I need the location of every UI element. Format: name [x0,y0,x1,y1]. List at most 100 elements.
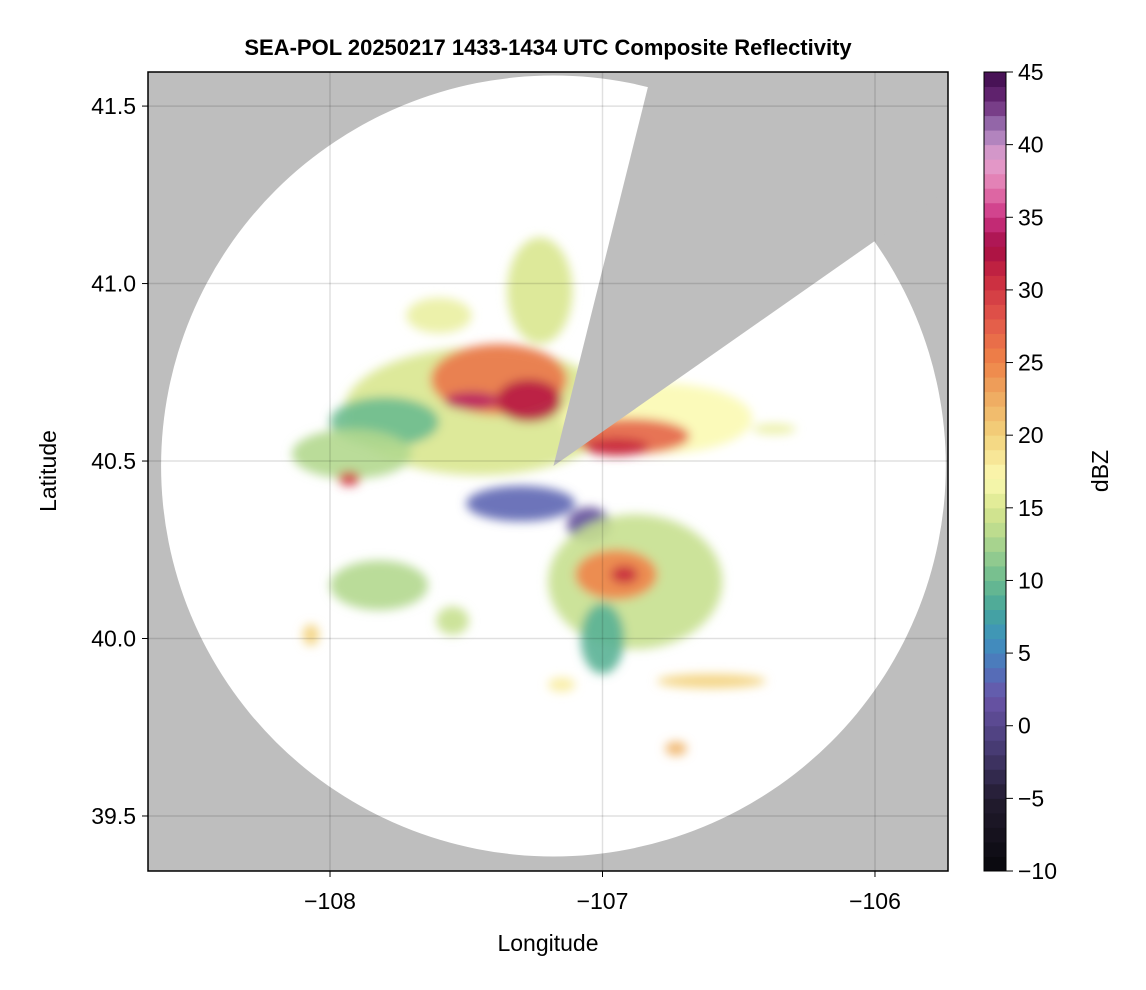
colorbar-segment [984,130,1006,146]
colorbar-tick-label: 40 [1018,132,1044,158]
colorbar-segment [984,754,1006,770]
colorbar-segment [984,348,1006,364]
y-tick-label: 41.5 [91,93,136,119]
colorbar-segment [984,551,1006,567]
colorbar-segment [984,144,1006,160]
colorbar-segment [984,173,1006,189]
colorbar-tick-label: 0 [1018,713,1031,739]
echo-region [548,677,576,692]
blocked-sector [553,72,948,466]
echo-region [583,437,649,456]
colorbar-segment [984,377,1006,393]
colorbar-tick-label: 35 [1018,204,1044,230]
colorbar-segment [984,841,1006,857]
colorbar-segment [984,653,1006,669]
echo-region [580,603,625,675]
colorbar-segment [984,101,1006,117]
colorbar-frame [983,71,1007,872]
colorbar-segment [984,449,1006,465]
echo-region [444,391,499,410]
colorbar-segment [984,536,1006,552]
colorbar-label: dBZ [1087,450,1113,492]
echo-region [330,560,429,611]
colorbar-segment [984,638,1006,654]
x-tick-label: −108 [304,888,356,914]
echo-layer [291,237,796,756]
colorbar-segment [984,667,1006,683]
colorbar-segment [984,696,1006,712]
colorbar-segment [984,609,1006,625]
x-tick-label: −107 [577,888,629,914]
colorbar-segment [984,580,1006,596]
colorbar-segment [984,406,1006,422]
colorbar-segment [984,231,1006,247]
colorbar-segment [984,362,1006,378]
colorbar-segment [984,420,1006,436]
y-tick-label: 39.5 [91,803,136,829]
echo-region [291,429,412,479]
colorbar-tick-label: 45 [1018,59,1044,85]
y-tick-label: 41.0 [91,271,136,297]
echo-region [496,379,562,422]
echo-region [656,674,766,689]
colorbar-tick-label: −10 [1018,858,1057,884]
y-tick-label: 40.5 [91,448,136,474]
echo-region [507,237,573,344]
colorbar-segment [984,159,1006,175]
echo-region [665,741,687,756]
y-axis: 39.5 40.0 40.5 41.0 41.5 [91,93,148,829]
colorbar-segment [984,522,1006,538]
colorbar-segment [984,246,1006,262]
colorbar-segment [984,72,1006,88]
colorbar-segment [984,769,1006,785]
x-tick-label: −106 [849,888,901,914]
echo-region [752,423,796,435]
colorbar-segment [984,682,1006,698]
colorbar-segment [984,289,1006,305]
x-axis: −108 −107 −106 [304,871,901,914]
colorbar-segment [984,856,1006,872]
colorbar-segment [984,304,1006,320]
colorbar-tick-label: 15 [1018,495,1044,521]
colorbar-segment [984,115,1006,131]
y-axis-label: Latitude [35,430,61,512]
colorbar-segment [984,188,1006,204]
colorbar-segment [984,478,1006,494]
plot-frame [147,71,949,872]
colorbar-segment [984,202,1006,218]
chart-title: SEA-POL 20250217 1433-1434 UTC Composite… [244,35,852,60]
colorbar-segment [984,217,1006,233]
plot-area [148,72,948,871]
colorbar-tick-label: 25 [1018,350,1044,376]
echo-region [302,624,320,646]
x-axis-label: Longitude [497,930,598,956]
colorbar-segment [984,812,1006,828]
colorbar-segment [984,594,1006,611]
colorbar-segment [984,798,1006,814]
colorbar-segment [984,565,1006,581]
colorbar-segment [984,624,1006,640]
colorbar-segment [984,827,1006,843]
colorbar-segment [984,333,1006,349]
colorbar-segment [984,435,1006,451]
colorbar-segment [984,275,1006,291]
colorbar: −10 −5 0 5 10 15 20 25 30 35 40 45 [983,59,1057,884]
colorbar-tick-label: 20 [1018,422,1044,448]
grid [148,72,948,871]
colorbar-segment [984,86,1006,102]
colorbar-segment [984,783,1006,799]
colorbar-segment [984,391,1006,407]
echo-region [436,606,469,635]
echo-region [406,297,472,334]
echo-region [466,485,576,522]
colorbar-segment [984,493,1006,509]
colorbar-segment [984,740,1006,756]
colorbar-segment [984,711,1006,727]
colorbar-tick-label: 5 [1018,640,1031,666]
colorbar-tick-label: 30 [1018,277,1044,303]
colorbar-tick-label: −5 [1018,785,1044,811]
colorbar-segment [984,464,1006,480]
colorbar-tick-label: 10 [1018,567,1044,593]
echo-region [338,471,360,486]
